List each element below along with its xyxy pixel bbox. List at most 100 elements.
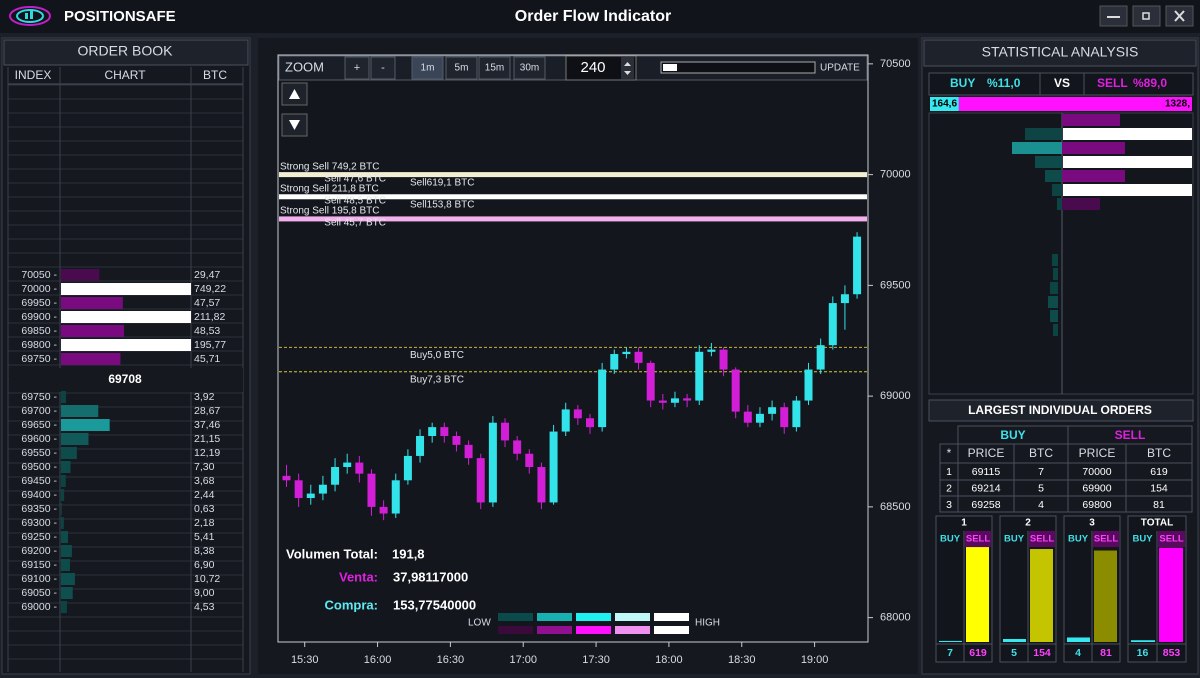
- column-header: BTC: [203, 68, 227, 82]
- candle-body: [755, 413, 764, 423]
- interval-button[interactable]: [411, 56, 444, 80]
- gauge-sell-label: SELL: [1030, 534, 1054, 545]
- buy-label: BUY: [950, 76, 975, 90]
- orders-cell: 154: [1150, 482, 1168, 494]
- btc-amount: 195,77: [194, 339, 226, 351]
- price-index: 70050 -: [21, 269, 57, 281]
- y-tick-label: 70500: [880, 58, 911, 70]
- gauge-sell-bar: [966, 547, 989, 642]
- candle-body: [695, 351, 704, 401]
- sell-volume-bar: [958, 97, 1192, 111]
- gauge-buy-label: BUY: [940, 534, 961, 545]
- depth-bar: [61, 601, 67, 613]
- interval-label: 15m: [485, 63, 504, 74]
- legend-swatch: [576, 626, 611, 634]
- price-index: 69000 -: [21, 601, 57, 613]
- candle-body: [452, 435, 461, 445]
- candle-body: [622, 351, 631, 355]
- order-level-band: [279, 172, 867, 178]
- price-index: 69450 -: [21, 475, 57, 487]
- orders-table: * PRICE BTC PRICE BTC 1 69115 7 70000 619 2 69214 5 6…: [946, 446, 1171, 511]
- zoom-out-button[interactable]: [370, 56, 396, 80]
- x-tick-label: 18:00: [655, 654, 683, 666]
- candle-body: [853, 236, 862, 295]
- candle-body: [282, 475, 291, 481]
- plot-area: [277, 54, 869, 643]
- btc-amount: 12,19: [194, 447, 220, 459]
- interval-button[interactable]: [445, 56, 478, 80]
- progress-fill: [663, 64, 677, 71]
- candle-body: [573, 409, 582, 419]
- buy-volume-label: 164,6: [932, 99, 957, 110]
- zoom-label: ZOOM: [285, 59, 324, 74]
- zoom-in-label: +: [354, 62, 360, 74]
- order-annotation: Sell 45,7 BTC: [324, 218, 386, 229]
- count-value: 240: [580, 59, 605, 76]
- depth-bar: [61, 545, 72, 557]
- summary-label: Venta:: [339, 569, 378, 584]
- candle-body: [416, 435, 425, 456]
- btc-amount: 28,67: [194, 405, 220, 417]
- depth-bar: [61, 475, 66, 487]
- gauge-buy-label: BUY: [1132, 534, 1153, 545]
- summary-label: Volumen Total:: [286, 546, 378, 561]
- spinner[interactable]: [621, 57, 634, 79]
- interval-label: 5m: [455, 63, 469, 74]
- summary-value: 37,98117000: [393, 569, 468, 584]
- candle-body: [367, 473, 376, 507]
- volume-ratio: 164,6 1328,: [930, 97, 1192, 111]
- depth-bar: [61, 559, 70, 571]
- depth-bar: [61, 405, 99, 417]
- candle-body: [598, 369, 607, 428]
- candle-body: [719, 349, 728, 370]
- depth-bar: [61, 339, 191, 351]
- candle-body: [585, 418, 594, 428]
- depth-bar: [61, 419, 110, 431]
- order-annotation: Sell619,1 BTC: [410, 177, 474, 188]
- orders-cell: 81: [1153, 499, 1165, 511]
- y-tick-label: 70000: [880, 169, 911, 181]
- candle-body: [683, 398, 692, 401]
- depth-bar: [61, 325, 125, 337]
- brand: POSITIONSAFE: [64, 8, 176, 25]
- depth-bar: [61, 447, 77, 459]
- candle-body: [294, 480, 303, 499]
- maximize-button[interactable]: [1132, 5, 1161, 27]
- gauge-buy-label: BUY: [1068, 534, 1089, 545]
- btc-amount: 7,30: [194, 461, 215, 473]
- update-label[interactable]: UPDATE: [820, 63, 860, 74]
- interval-button[interactable]: [478, 56, 511, 80]
- zoom-in-button[interactable]: [344, 56, 370, 80]
- depth-bar: [61, 489, 65, 501]
- stats-header: [923, 39, 1197, 67]
- scroll-up-button[interactable]: [281, 82, 308, 106]
- price-index: 69900 -: [21, 311, 57, 323]
- close-button[interactable]: [1165, 5, 1194, 27]
- order-annotation: Buy7,3 BTC: [410, 374, 464, 385]
- buy-sell-header: [928, 72, 1194, 96]
- candle-body: [804, 369, 813, 401]
- gauge-sell-value: 853: [1163, 647, 1181, 659]
- y-tick-label: 69000: [880, 390, 911, 402]
- candle-body: [537, 467, 546, 503]
- candle-body: [391, 480, 400, 514]
- minimize-button[interactable]: [1099, 5, 1128, 27]
- summary-value: 191,8: [392, 546, 425, 561]
- depth-bar: [61, 311, 191, 323]
- x-tick-label: 15:30: [291, 654, 319, 666]
- price-index: 69700 -: [21, 405, 57, 417]
- legend-swatch: [537, 613, 572, 621]
- orders-sell-header: SELL: [1115, 428, 1146, 442]
- x-tick-label: 19:00: [801, 654, 829, 666]
- scroll-down-button[interactable]: [281, 113, 308, 137]
- btc-amount: 47,57: [194, 297, 220, 309]
- orders-cell: 4: [1038, 499, 1044, 511]
- price-index: 69550 -: [21, 447, 57, 459]
- interval-button[interactable]: [513, 56, 546, 80]
- legend-swatch: [498, 613, 533, 621]
- candle-body: [488, 422, 497, 503]
- depth-bar: [61, 283, 191, 295]
- vs-label: VS: [1054, 76, 1070, 90]
- order-book-panel: [1, 37, 251, 675]
- depth-bar: [61, 517, 64, 529]
